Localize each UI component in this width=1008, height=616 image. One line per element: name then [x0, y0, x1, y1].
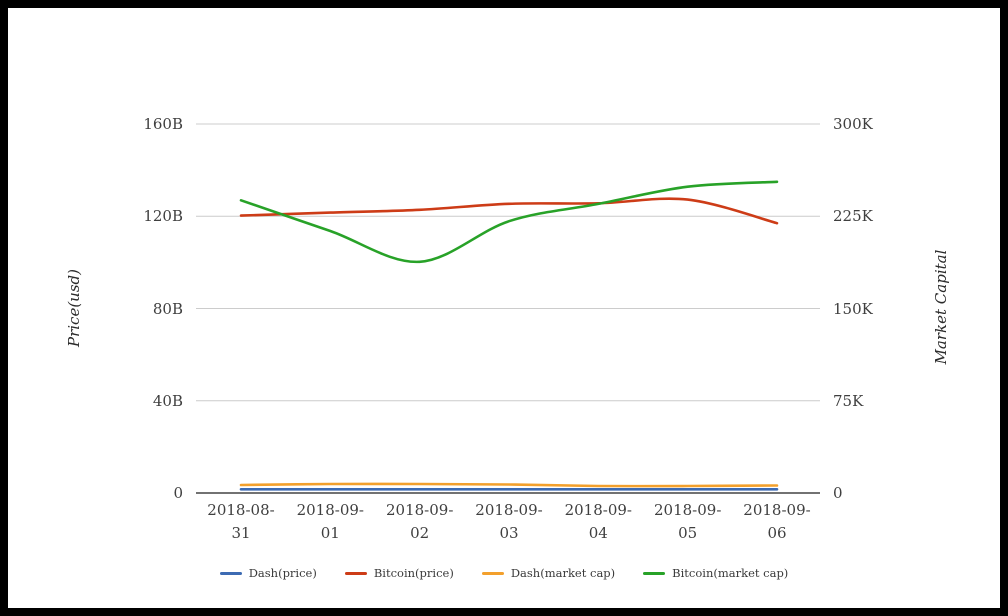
- x-label-line: 2018-09-: [564, 501, 632, 519]
- chart-legend: Dash(price) Bitcoin(price) Dash(market c…: [8, 566, 1000, 580]
- right-axis-tick: 225K: [833, 207, 873, 226]
- x-axis-label: 2018-09- 01: [280, 499, 380, 545]
- x-axis-label: 2018-09- 03: [459, 499, 559, 545]
- legend-label: Dash(market cap): [510, 566, 616, 580]
- x-label-line: 2018-08-: [207, 501, 275, 519]
- x-label-line: 2018-09-: [296, 501, 364, 519]
- x-axis-label: 2018-09- 05: [638, 499, 738, 545]
- dash-price-swatch-icon: [219, 571, 242, 575]
- series-line-bitcoin-price: [239, 197, 779, 225]
- right-axis-tick: 0: [833, 484, 843, 502]
- left-axis-tick: 120B: [143, 207, 183, 226]
- chart-canvas: [196, 123, 820, 494]
- right-axis-tick: 75K: [833, 391, 864, 410]
- x-label-line: 2018-09-: [653, 501, 722, 519]
- x-label-line: 01: [320, 524, 340, 542]
- left-axis-tick: 160B: [143, 115, 183, 133]
- x-axis-label: 2018-09- 04: [548, 499, 648, 545]
- right-axis-tick: 150K: [833, 299, 873, 318]
- legend-item-dash-market-cap[interactable]: Dash(market cap): [481, 566, 616, 580]
- right-axis-title: Market Capital: [932, 249, 950, 365]
- legend-label: Dash(price): [248, 566, 317, 580]
- left-axis-tick: 40B: [152, 391, 183, 410]
- dash-market-cap-swatch-icon: [481, 571, 504, 575]
- left-axis-title: Price(usd): [65, 269, 83, 348]
- x-axis-label: 2018-08- 31: [191, 499, 291, 545]
- left-axis-tick: 0: [173, 484, 183, 502]
- legend-item-dash-price[interactable]: Dash(price): [219, 566, 317, 580]
- series-line-dash-market-cap: [239, 482, 779, 488]
- right-axis-tick: 300K: [833, 115, 873, 133]
- series-line-bitcoin-market-cap: [239, 180, 779, 264]
- x-label-line: 03: [499, 524, 519, 542]
- x-label-line: 04: [588, 524, 608, 542]
- x-label-line: 2018-09-: [475, 501, 543, 519]
- x-label-line: 06: [767, 524, 787, 542]
- x-axis-label: 2018-09- 06: [727, 499, 827, 545]
- x-label-line: 31: [231, 524, 251, 542]
- x-label-line: 2018-09-: [743, 501, 811, 519]
- x-label-line: 02: [410, 524, 430, 542]
- x-axis-label: 2018-09- 02: [370, 499, 470, 545]
- x-label-line: 05: [678, 524, 698, 542]
- legend-item-bitcoin-price[interactable]: Bitcoin(price): [344, 566, 454, 580]
- legend-label: Bitcoin(price): [373, 566, 454, 580]
- chart-card: 160B 120B 80B 40B 0 300K 225K 150K 75K 0…: [8, 8, 1000, 608]
- left-axis-tick: 80B: [152, 299, 183, 318]
- x-label-line: 2018-09-: [385, 501, 454, 519]
- legend-item-bitcoin-market-cap[interactable]: Bitcoin(market cap): [643, 566, 788, 580]
- legend-label: Bitcoin(market cap): [672, 566, 789, 580]
- bitcoin-market-cap-swatch-icon: [643, 571, 666, 575]
- bitcoin-price-swatch-icon: [344, 571, 367, 575]
